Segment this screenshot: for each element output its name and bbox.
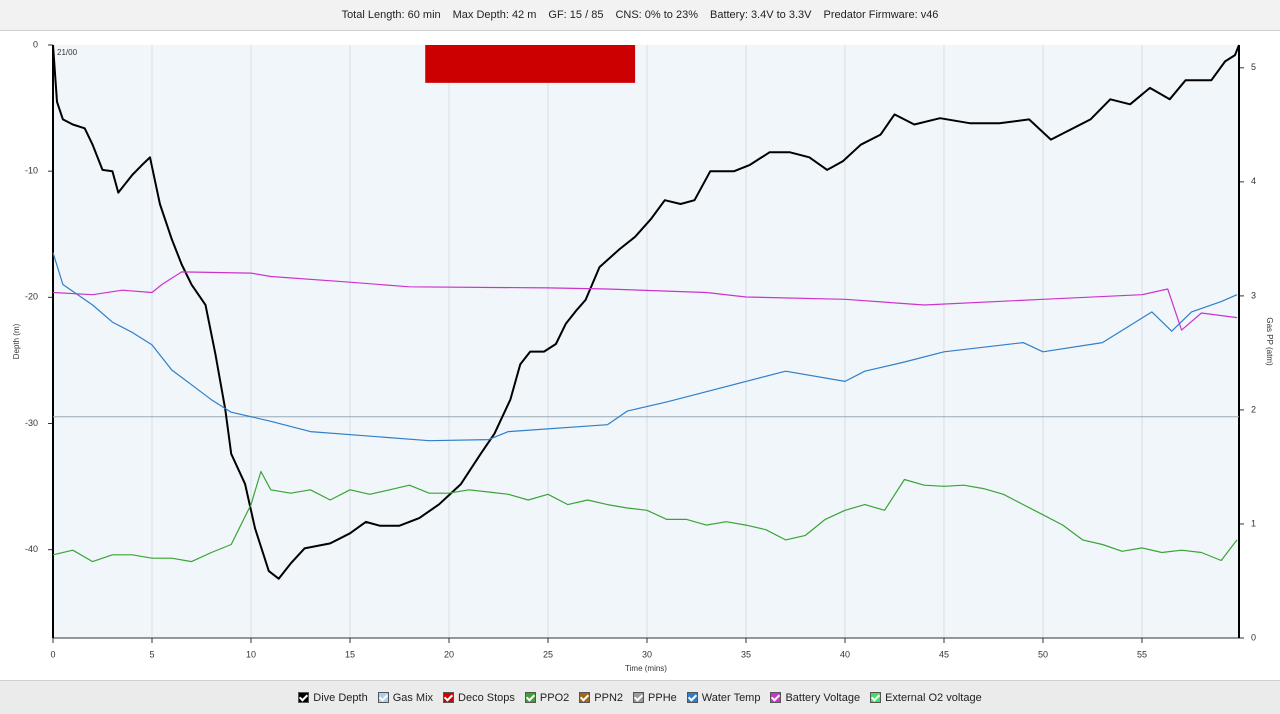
legend-checkbox[interactable]	[298, 692, 310, 703]
legend-item[interactable]: Water Temp	[686, 691, 761, 704]
x-tick-label: 25	[543, 649, 553, 659]
legend-checkbox[interactable]	[377, 692, 389, 703]
header-item: Battery: 3.4V to 3.3V	[709, 9, 812, 21]
legend-label: Dive Depth	[313, 691, 368, 704]
header-item: CNS: 0% to 23%	[615, 9, 698, 21]
legend-checkbox[interactable]	[686, 692, 698, 703]
legend-checkbox[interactable]	[579, 692, 591, 703]
x-tick-label: 15	[345, 649, 355, 659]
legend-item[interactable]: PPO2	[524, 691, 570, 704]
legend-checkbox[interactable]	[443, 692, 455, 703]
legend-checkbox[interactable]	[770, 692, 782, 703]
series-line	[52, 252, 1238, 442]
header-item: GF: 15 / 85	[548, 9, 604, 21]
y-tick-label: -30	[25, 418, 38, 428]
legend-checkbox[interactable]	[524, 692, 536, 703]
x-tick-label: 35	[741, 649, 751, 659]
x-tick-label: 0	[50, 649, 55, 659]
legend: Dive Depth Gas Mix Deco Stops PPO2 PPN2 PPHe W…	[0, 680, 1280, 714]
legend-item[interactable]: Battery Voltage	[770, 692, 860, 704]
legend-label: PPHe	[648, 691, 677, 704]
header-item: Total Length: 60 min	[341, 9, 441, 21]
y2-tick-label: 4	[1251, 176, 1256, 186]
legend-label: Deco Stops	[458, 691, 515, 704]
x-tick-label: 45	[939, 649, 949, 659]
header-item: Predator Firmware: v46	[823, 9, 939, 21]
x-tick-label: 20	[444, 649, 454, 659]
y-tick-label: -20	[25, 292, 38, 302]
y2-tick-label: 1	[1251, 518, 1256, 528]
legend-item[interactable]: External O2 voltage	[870, 692, 982, 704]
x-tick-label: 5	[149, 649, 154, 659]
series-line	[52, 44, 1240, 580]
x-tick-label: 40	[840, 649, 850, 659]
header-item: Max Depth: 42 m	[452, 9, 537, 21]
header-bar: Total Length: 60 min Max Depth: 42 m GF: 1…	[0, 0, 1280, 31]
y2-tick-label: 5	[1251, 62, 1256, 72]
series-line	[52, 271, 1238, 331]
legend-label: Battery Voltage	[785, 691, 861, 704]
legend-label: Water Temp	[701, 691, 761, 704]
y2-tick-label: 3	[1251, 290, 1256, 300]
legend-checkbox[interactable]	[633, 692, 645, 703]
y2-axis-title: Gas PP (atm)	[1265, 317, 1274, 366]
legend-item[interactable]: Deco Stops	[443, 692, 515, 704]
x-tick-label: 30	[642, 649, 652, 659]
plot-label: 21/00	[57, 48, 78, 57]
legend-item[interactable]: Gas Mix	[377, 691, 434, 704]
deco-stop	[425, 45, 636, 83]
legend-label: External O2 voltage	[885, 691, 982, 704]
y2-tick-label: 2	[1251, 404, 1256, 414]
x-tick-label: 50	[1038, 649, 1048, 659]
y-tick-label: -40	[25, 544, 38, 554]
y-axis-title: Depth (m)	[12, 323, 21, 359]
legend-item[interactable]: PPHe	[633, 692, 677, 704]
legend-label: PPO2	[539, 691, 570, 704]
x-tick-label: 55	[1137, 649, 1147, 659]
x-axis-title: Time (mins)	[625, 664, 667, 673]
legend-checkbox[interactable]	[870, 692, 882, 703]
y-tick-label: 0	[33, 39, 38, 49]
y-tick-label: -10	[25, 166, 38, 176]
series-line	[52, 470, 1238, 563]
legend-item[interactable]: Dive Depth	[298, 691, 368, 704]
x-tick-label: 10	[246, 649, 256, 659]
chart: 0 5 10 15 20 25 30 35 40 45 50 55-40-30-20-10001234…	[12, 39, 1274, 673]
legend-item[interactable]: PPN2	[579, 692, 623, 704]
y2-tick-label: 0	[1251, 632, 1256, 642]
legend-label: Gas Mix	[392, 691, 434, 704]
legend-label: PPN2	[594, 691, 624, 704]
